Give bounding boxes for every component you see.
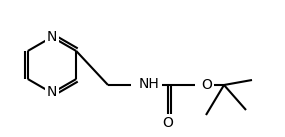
- Text: O: O: [162, 116, 174, 130]
- Text: NH: NH: [139, 77, 160, 91]
- Text: N: N: [47, 85, 57, 99]
- Text: N: N: [47, 30, 57, 44]
- Text: O: O: [201, 78, 212, 92]
